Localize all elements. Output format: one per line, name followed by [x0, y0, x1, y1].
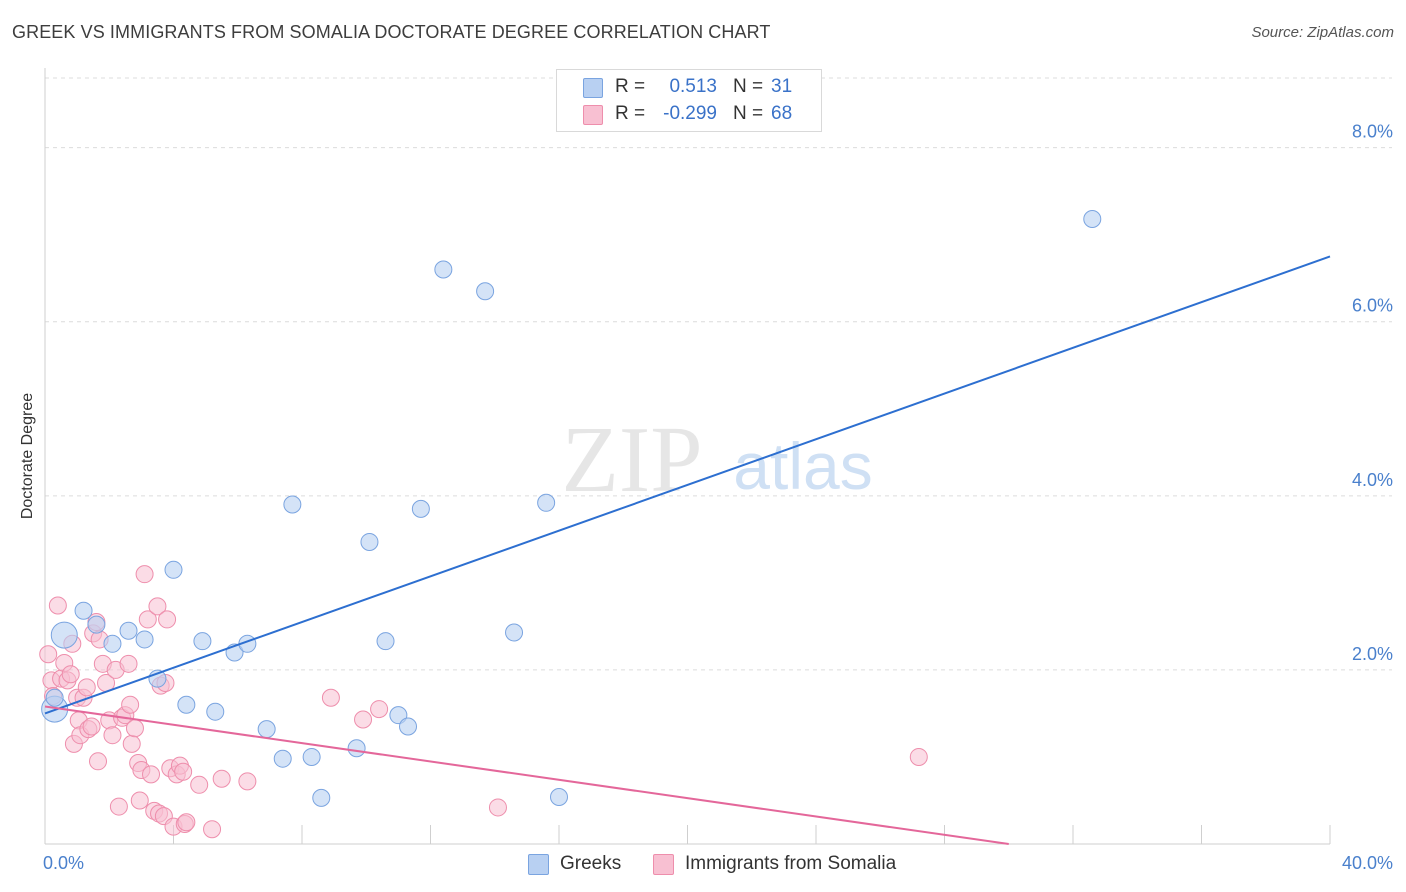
- somalia-point: [130, 791, 149, 810]
- tick-label-layer: 2.0% 4.0% 6.0% 8.0% 0.0% 40.0%: [43, 122, 1393, 873]
- greeks-point: [376, 632, 395, 651]
- greeks-point: [399, 717, 418, 736]
- somalia-point: [125, 719, 144, 738]
- y-tick-label: 2.0%: [1352, 644, 1393, 664]
- legend-label-somalia: Immigrants from Somalia: [685, 853, 897, 874]
- somalia-point: [354, 710, 373, 729]
- somalia-point: [89, 752, 108, 771]
- somalia-point: [177, 813, 196, 832]
- greeks-point: [45, 688, 64, 707]
- somalia-point: [122, 734, 141, 753]
- greeks-swatch: [528, 854, 549, 875]
- greeks-point: [505, 623, 524, 642]
- somalia-point: [119, 654, 138, 673]
- somalia-point: [148, 597, 167, 616]
- n-label: N =: [733, 103, 764, 124]
- greeks-point: [103, 634, 122, 653]
- somalia-point: [82, 717, 101, 736]
- greeks-trend-line: [44, 255, 1331, 715]
- somalia-point: [158, 610, 177, 629]
- somalia-point: [142, 765, 161, 784]
- greeks-point: [177, 695, 196, 714]
- greeks-point: [273, 749, 292, 768]
- watermark-atlas: atlas: [733, 429, 872, 503]
- somalia-point: [174, 762, 193, 781]
- somalia-point: [321, 688, 340, 707]
- greeks-point: [257, 720, 276, 739]
- greeks-point: [283, 495, 302, 514]
- somalia-trend-line: [44, 705, 1009, 845]
- greeks-swatch: [583, 78, 603, 98]
- greeks-point: [135, 630, 154, 649]
- somalia-point: [370, 700, 389, 719]
- somalia-point: [121, 695, 140, 714]
- y-tick-label: 4.0%: [1352, 470, 1393, 490]
- greeks-point: [302, 747, 321, 766]
- greeks-point: [1083, 210, 1102, 229]
- greeks-point: [164, 560, 183, 579]
- legend-row-somalia: R = -0.299 N = 68: [557, 101, 821, 127]
- greeks-point: [550, 787, 568, 806]
- greeks-point: [87, 615, 106, 634]
- greeks-point: [119, 621, 138, 640]
- somalia-point: [135, 565, 154, 584]
- legend-label-greeks: Greeks: [560, 853, 622, 874]
- n-label: N =: [733, 76, 764, 97]
- somalia-point: [103, 726, 122, 745]
- somalia-swatch: [583, 105, 603, 125]
- greeks-point: [347, 739, 366, 758]
- greeks-point: [434, 260, 453, 279]
- greeks-point: [74, 601, 93, 620]
- r-label: R =: [615, 76, 646, 97]
- somalia-points: [39, 565, 928, 839]
- somalia-point: [61, 665, 80, 684]
- greeks-point: [312, 788, 331, 807]
- somalia-point: [909, 747, 928, 766]
- somalia-point: [48, 596, 67, 615]
- source-credit: Source: ZipAtlas.com: [1251, 24, 1394, 41]
- greeks-points: [41, 210, 1102, 807]
- y-tick-label: 8.0%: [1352, 122, 1393, 142]
- somalia-point: [190, 775, 209, 794]
- x-tick-label: 0.0%: [43, 853, 84, 873]
- somalia-point: [488, 798, 507, 817]
- greeks-point: [206, 702, 225, 721]
- legend-row-greeks: R = 0.513 N = 31: [557, 74, 821, 100]
- somalia-point: [39, 645, 58, 664]
- series-legend: Greeks Immigrants from Somalia: [0, 852, 1406, 878]
- grid-layer: [45, 77, 1392, 671]
- somalia-point: [238, 772, 257, 791]
- n-value: 68: [771, 103, 793, 124]
- r-label: R =: [615, 103, 646, 124]
- greeks-point: [360, 532, 379, 551]
- greeks-point: [411, 499, 430, 518]
- y-tick-label: 6.0%: [1352, 296, 1393, 316]
- greeks-point: [537, 493, 556, 512]
- somalia-point: [212, 769, 231, 788]
- watermark-zip: ZIP: [562, 408, 703, 512]
- trend-layer: [44, 255, 1331, 845]
- somalia-point: [77, 678, 96, 697]
- x-tick-label: 40.0%: [1342, 853, 1393, 873]
- n-value: 31: [771, 76, 793, 97]
- greeks-point: [476, 282, 495, 301]
- somalia-point: [109, 797, 128, 816]
- somalia-point: [203, 820, 222, 839]
- somalia-swatch: [653, 854, 674, 875]
- somalia-point: [138, 610, 157, 629]
- r-value: 0.513: [669, 76, 717, 97]
- chart-title: GREEK VS IMMIGRANTS FROM SOMALIA DOCTORA…: [12, 22, 771, 42]
- greeks-point: [193, 632, 212, 651]
- greeks-point: [50, 621, 78, 649]
- r-value: -0.299: [663, 103, 717, 124]
- correlation-legend: R = 0.513 N = 31 R = -0.299 N = 68: [556, 69, 822, 132]
